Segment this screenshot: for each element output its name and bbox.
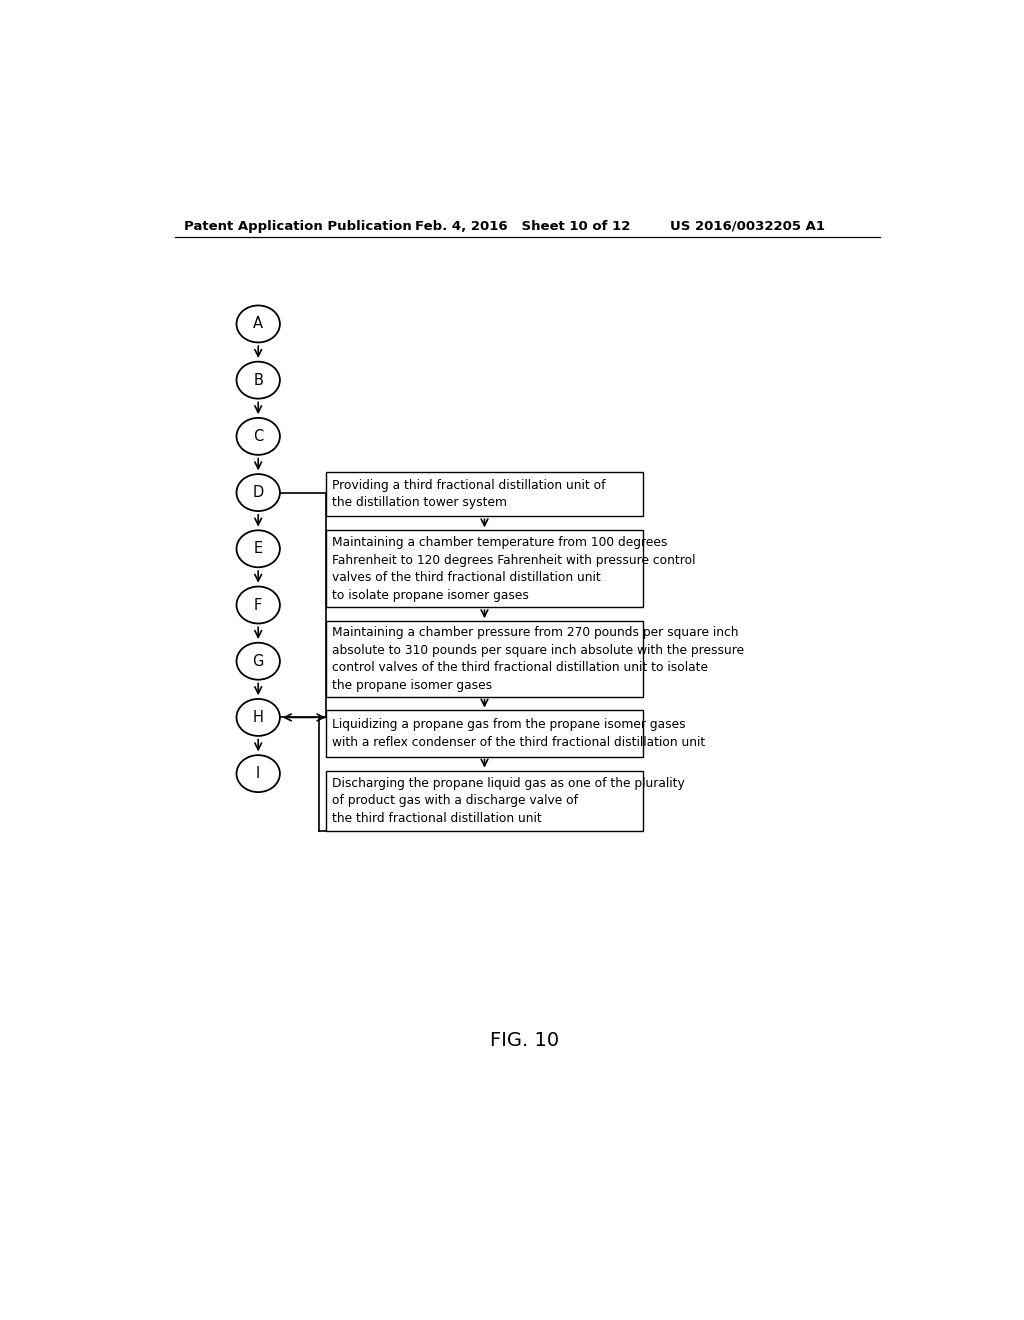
Text: C: C xyxy=(253,429,263,444)
Ellipse shape xyxy=(237,586,280,623)
Text: Discharging the propane liquid gas as one of the plurality
of product gas with a: Discharging the propane liquid gas as on… xyxy=(332,776,685,825)
Text: FIG. 10: FIG. 10 xyxy=(490,1031,559,1049)
Text: Liquidizing a propane gas from the propane isomer gases
with a reflex condenser : Liquidizing a propane gas from the propa… xyxy=(332,718,706,748)
Text: US 2016/0032205 A1: US 2016/0032205 A1 xyxy=(671,219,825,232)
Bar xyxy=(326,622,643,697)
Ellipse shape xyxy=(237,474,280,511)
Text: Providing a third fractional distillation unit of
the distillation tower system: Providing a third fractional distillatio… xyxy=(332,479,605,510)
Text: A: A xyxy=(253,317,263,331)
Text: E: E xyxy=(254,541,263,556)
Bar xyxy=(326,710,643,756)
Ellipse shape xyxy=(237,418,280,455)
Text: B: B xyxy=(253,372,263,388)
Text: Patent Application Publication: Patent Application Publication xyxy=(183,219,412,232)
Text: Maintaining a chamber temperature from 100 degrees
Fahrenheit to 120 degrees Fah: Maintaining a chamber temperature from 1… xyxy=(332,536,695,602)
Bar xyxy=(326,471,643,516)
Text: F: F xyxy=(254,598,262,612)
Text: Maintaining a chamber pressure from 270 pounds per square inch
absolute to 310 p: Maintaining a chamber pressure from 270 … xyxy=(332,626,744,692)
Ellipse shape xyxy=(237,305,280,342)
Text: D: D xyxy=(253,484,264,500)
Ellipse shape xyxy=(237,643,280,680)
Text: I: I xyxy=(256,766,260,781)
Ellipse shape xyxy=(237,362,280,399)
Bar xyxy=(326,531,643,607)
Text: G: G xyxy=(253,653,264,669)
Text: H: H xyxy=(253,710,263,725)
Ellipse shape xyxy=(237,531,280,568)
Ellipse shape xyxy=(237,700,280,737)
Ellipse shape xyxy=(237,755,280,792)
Bar xyxy=(326,771,643,830)
Text: Feb. 4, 2016   Sheet 10 of 12: Feb. 4, 2016 Sheet 10 of 12 xyxy=(415,219,630,232)
